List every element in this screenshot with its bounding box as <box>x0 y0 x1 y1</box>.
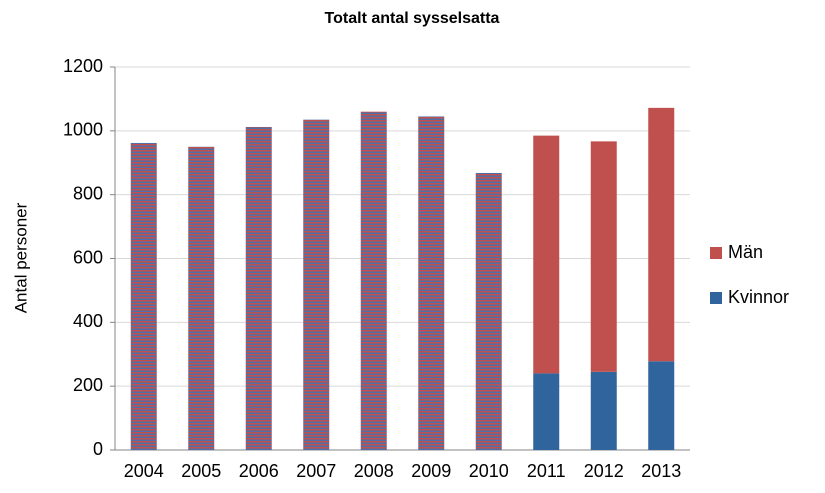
y-tick-label: 0 <box>93 439 103 459</box>
bar-segment <box>590 371 617 450</box>
y-axis-title: Antal personer <box>11 202 30 313</box>
x-tick-label: 2005 <box>181 461 221 481</box>
x-tick-label: 2007 <box>296 461 336 481</box>
y-tick-label: 200 <box>73 375 103 395</box>
bar-segment <box>533 373 560 450</box>
y-tick-label: 1000 <box>63 120 103 140</box>
bar-segment <box>475 172 502 451</box>
bar-segment <box>360 111 387 450</box>
bar-segment <box>130 142 157 450</box>
y-tick-label: 1200 <box>63 56 103 76</box>
x-tick-label: 2008 <box>354 461 394 481</box>
bar-segment <box>648 361 675 450</box>
legend-swatch <box>710 247 722 259</box>
legend-label: Kvinnor <box>728 287 789 307</box>
legend-swatch <box>710 292 722 304</box>
legend-label: Män <box>728 242 763 262</box>
x-tick-label: 2006 <box>239 461 279 481</box>
x-tick-label: 2004 <box>124 461 164 481</box>
chart-title: Totalt antal sysselsatta <box>325 10 500 27</box>
x-tick-label: 2011 <box>527 461 566 481</box>
x-tick-label: 2013 <box>641 461 681 481</box>
bar-segment <box>590 141 617 372</box>
bar-segment <box>245 127 272 451</box>
y-tick-label: 400 <box>73 311 103 331</box>
bar-segment <box>303 119 330 450</box>
y-tick-label: 800 <box>73 183 103 203</box>
x-tick-label: 2012 <box>584 461 624 481</box>
x-tick-label: 2010 <box>469 461 509 481</box>
bar-segment <box>188 146 215 450</box>
bar-segment <box>648 107 675 362</box>
y-tick-label: 600 <box>73 247 103 267</box>
bar-segment <box>418 116 445 451</box>
bar-segment <box>533 135 560 374</box>
x-tick-label: 2009 <box>411 461 451 481</box>
